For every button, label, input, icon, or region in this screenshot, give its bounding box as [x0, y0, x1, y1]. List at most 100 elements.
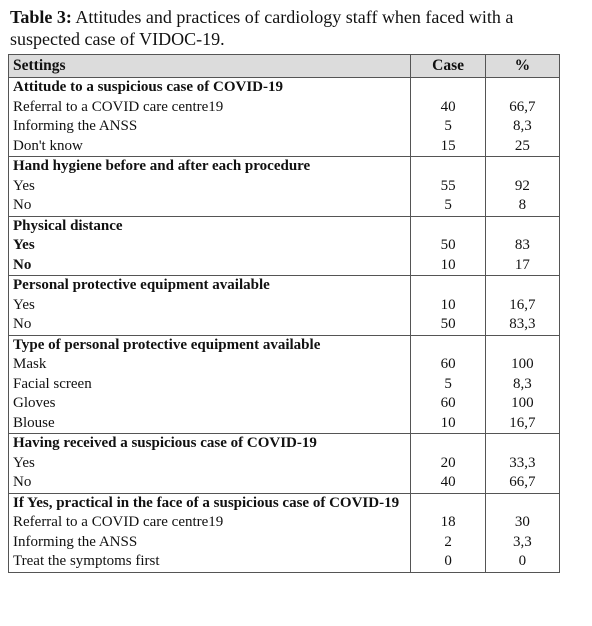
empty-cell	[410, 77, 486, 98]
table-row: Mask 60 100	[7, 355, 561, 375]
group-heading-row: Physical distance	[7, 215, 561, 236]
row-label: Yes	[7, 236, 412, 256]
table-caption: Table 3: Attitudes and practices of card…	[10, 6, 582, 50]
table-row: Facial screen 5 8,3	[7, 374, 561, 394]
case-value: 40	[410, 97, 486, 117]
case-value: 60	[410, 394, 486, 414]
percent-value: 16,7	[485, 295, 561, 315]
group-heading-row: Attitude to a suspicious case of COVID-1…	[7, 77, 561, 98]
percent-value: 100	[485, 394, 561, 414]
case-value: 10	[410, 413, 486, 434]
percent-value: 16,7	[485, 413, 561, 434]
row-label: No	[7, 196, 412, 216]
table-row: Yes 20 33,3	[7, 453, 561, 473]
group-heading: Personal protective equipment available	[7, 275, 412, 296]
case-value: 40	[410, 473, 486, 493]
empty-cell	[485, 275, 561, 296]
row-label: Referral to a COVID care centre19	[7, 97, 412, 117]
case-value: 0	[410, 552, 486, 573]
row-label: Facial screen	[7, 374, 412, 394]
row-label: No	[7, 255, 412, 276]
percent-value: 33,3	[485, 453, 561, 473]
percent-value: 30	[485, 513, 561, 533]
percent-value: 8,3	[485, 117, 561, 137]
percent-value: 0	[485, 552, 561, 573]
percent-value: 92	[485, 176, 561, 196]
group-heading: Attitude to a suspicious case of COVID-1…	[7, 77, 412, 98]
table-row: Yes 10 16,7	[7, 295, 561, 315]
row-label: Yes	[7, 453, 412, 473]
percent-value: 66,7	[485, 473, 561, 493]
row-label: Yes	[7, 295, 412, 315]
group-heading: Physical distance	[7, 215, 412, 236]
table-row: No 40 66,7	[7, 473, 561, 493]
group-heading: Hand hygiene before and after each proce…	[7, 156, 412, 177]
empty-cell	[485, 334, 561, 355]
row-label: Yes	[7, 176, 412, 196]
group-heading-row: Having received a suspicious case of COV…	[7, 433, 561, 454]
percent-value: 66,7	[485, 97, 561, 117]
group-heading: Type of personal protective equipment av…	[7, 334, 412, 355]
percent-value: 25	[485, 136, 561, 157]
empty-cell	[485, 433, 561, 454]
caption-label: Table 3:	[10, 7, 72, 27]
percent-value: 3,3	[485, 532, 561, 552]
row-label: No	[7, 473, 412, 493]
row-label: No	[7, 315, 412, 335]
group-heading-row: If Yes, practical in the face of a suspi…	[7, 492, 561, 513]
table-body: Attitude to a suspicious case of COVID-1…	[7, 77, 561, 573]
percent-value: 8	[485, 196, 561, 216]
percent-value: 8,3	[485, 374, 561, 394]
row-label: Gloves	[7, 394, 412, 414]
case-value: 50	[410, 236, 486, 256]
case-value: 55	[410, 176, 486, 196]
empty-cell	[485, 77, 561, 98]
table-row: Yes 55 92	[7, 176, 561, 196]
percent-value: 83	[485, 236, 561, 256]
table-row: Informing the ANSS 2 3,3	[7, 532, 561, 552]
table-row: Yes 50 83	[7, 236, 561, 256]
table-row: Referral to a COVID care centre19 18 30	[7, 513, 561, 533]
row-label: Treat the symptoms first	[7, 552, 412, 573]
header-row: Settings Case %	[7, 54, 561, 78]
empty-cell	[410, 275, 486, 296]
case-value: 10	[410, 255, 486, 276]
empty-cell	[410, 433, 486, 454]
group-heading: If Yes, practical in the face of a suspi…	[7, 492, 412, 513]
case-value: 5	[410, 117, 486, 137]
group-heading-row: Hand hygiene before and after each proce…	[7, 156, 561, 177]
table-row: No 10 17	[7, 255, 561, 276]
case-value: 50	[410, 315, 486, 335]
case-value: 20	[410, 453, 486, 473]
row-label: Don't know	[7, 136, 412, 157]
empty-cell	[485, 215, 561, 236]
header-settings: Settings	[7, 54, 412, 78]
table-row: No 50 83,3	[7, 315, 561, 335]
empty-cell	[410, 156, 486, 177]
case-value: 60	[410, 355, 486, 375]
case-value: 10	[410, 295, 486, 315]
table-row: No 5 8	[7, 196, 561, 216]
group-heading-row: Type of personal protective equipment av…	[7, 334, 561, 355]
empty-cell	[410, 334, 486, 355]
percent-value: 100	[485, 355, 561, 375]
case-value: 15	[410, 136, 486, 157]
group-heading: Having received a suspicious case of COV…	[7, 433, 412, 454]
table-row: Referral to a COVID care centre19 40 66,7	[7, 97, 561, 117]
row-label: Informing the ANSS	[7, 532, 412, 552]
row-label: Blouse	[7, 413, 412, 434]
header-case: Case	[410, 54, 486, 78]
case-value: 2	[410, 532, 486, 552]
row-label: Informing the ANSS	[7, 117, 412, 137]
case-value: 5	[410, 196, 486, 216]
percent-value: 83,3	[485, 315, 561, 335]
row-label: Mask	[7, 355, 412, 375]
percent-value: 17	[485, 255, 561, 276]
results-table: Settings Case % Attitude to a suspicious…	[7, 54, 561, 573]
table-row: Gloves 60 100	[7, 394, 561, 414]
table-row: Blouse 10 16,7	[7, 413, 561, 434]
case-value: 5	[410, 374, 486, 394]
caption-text: Attitudes and practices of cardiology st…	[10, 7, 514, 49]
table-row: Treat the symptoms first 0 0	[7, 552, 561, 573]
header-percent: %	[484, 54, 561, 78]
